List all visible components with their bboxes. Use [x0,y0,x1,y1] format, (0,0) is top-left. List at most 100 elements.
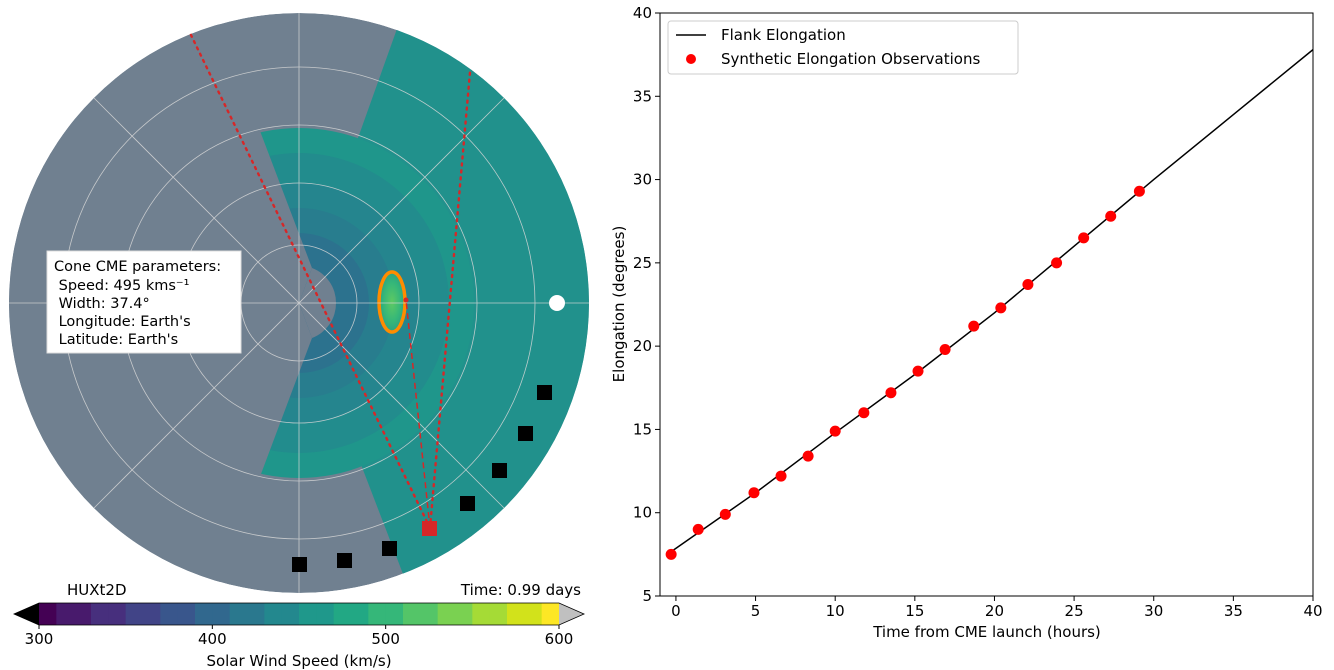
observation-point [1078,232,1090,244]
observation-point [829,425,841,437]
y-tick-label: 15 [633,420,652,438]
polar-plot: Cone CME parameters: Speed: 495 kms⁻¹ Wi… [9,13,589,670]
legend-flank-label: Flank Elongation [721,26,846,44]
y-tick-label: 20 [633,337,652,355]
time-label: Time: 0.99 days [460,581,581,599]
observation-point [912,365,924,377]
y-tick-label: 30 [633,171,652,189]
x-tick-label: 0 [671,602,681,620]
colorbar-ticks: 300 400 500 600 [25,625,574,648]
spacecraft-marker [460,496,475,511]
colorbar-tick-label: 600 [545,630,574,648]
x-tick-label: 30 [1144,602,1163,620]
colorbar-cell [73,603,92,625]
colorbar-cell [385,603,404,625]
y-axis-label: Elongation (degrees) [610,226,628,383]
y-tick-label: 25 [633,254,652,272]
observation-point [775,470,787,482]
colorbar-cell [489,603,508,625]
colorbar-under-triangle [14,603,39,625]
observation-point [995,302,1007,314]
colorbar-cell [56,603,75,625]
observation-point [692,523,704,535]
x-tick-label: 10 [826,602,845,620]
observation-point [885,387,897,399]
colorbar-cell [91,603,109,625]
x-tick-label: 20 [985,602,1004,620]
colorbar-cell [281,603,300,625]
colorbar-tick-label: 500 [371,630,400,648]
observation-point [665,548,677,560]
legend-frame [667,20,1019,75]
y-tick-label: 35 [633,87,652,105]
colorbar-cell [299,603,317,625]
y-axis: 5 10 15 20 25 30 35 40 [633,4,660,605]
colorbar-cell [316,603,335,625]
x-tick-label: 25 [1065,602,1084,620]
y-tick-label: 10 [633,504,652,522]
observation-point [1022,279,1034,291]
info-line-longitude: Longitude: Earth's [54,314,191,330]
legend: Flank Elongation Synthetic Elongation Ob… [667,20,1019,75]
colorbar-cell [420,603,439,625]
tangent-point [403,297,409,303]
colorbar-cell [455,603,473,625]
observation-point [748,487,760,499]
colorbar-cell [212,603,231,625]
legend-observations-label: Synthetic Elongation Observations [721,50,980,68]
colorbar-cell [507,603,525,625]
x-tick-label: 40 [1303,602,1322,620]
spacecraft-marker [492,463,507,478]
colorbar-tick-label: 400 [198,630,227,648]
colorbar-label: Solar Wind Speed (km/s) [206,652,391,670]
colorbar-cell [143,603,161,625]
elongation-line [405,299,431,529]
spacecraft-marker [518,426,533,441]
spacecraft-markers [292,385,552,572]
colorbar-cell [108,603,127,625]
colorbar-cell [333,603,352,625]
colorbar-cell [351,603,369,625]
spacecraft-marker [382,541,397,556]
info-line-speed: Speed: 495 kms⁻¹ [54,278,190,294]
colorbar-cell [125,603,144,625]
colorbar-cell [264,603,283,625]
colorbar-cell [247,603,265,625]
observation-point [1051,257,1063,269]
x-axis: 0 5 10 15 20 25 30 35 40 [671,596,1323,620]
earth-marker [549,295,565,311]
plot-area [659,12,1314,597]
colorbar-cell [39,603,57,625]
observation-point [802,450,814,462]
info-line-latitude: Latitude: Earth's [54,332,178,348]
colorbar-cells [39,603,560,625]
observation-point [719,508,731,520]
model-label: HUXt2D [67,581,127,599]
spacecraft-marker [292,557,307,572]
colorbar-cell [229,603,248,625]
info-line-width: Width: 37.4° [54,296,150,312]
colorbar-cell [437,603,456,625]
colorbar-cell [368,603,387,625]
legend-dot-swatch [686,54,696,64]
elongation-chart: 0 5 10 15 20 25 30 35 40 5 10 15 20 25 30 35 40 Time fr… [610,4,1323,641]
polar-grid [9,13,589,593]
info-line-title: Cone CME parameters: [54,259,221,275]
observation-point [858,407,870,419]
spacecraft-marker [537,385,552,400]
cme-parameters-box: Cone CME parameters: Speed: 495 kms⁻¹ Wi… [46,250,242,354]
colorbar-cell [472,603,491,625]
x-tick-label: 15 [905,602,924,620]
y-tick-label: 5 [642,587,652,605]
observation-point [939,343,951,355]
spacecraft-marker [337,553,352,568]
observation-point [1133,185,1145,197]
y-tick-label: 40 [633,4,652,22]
synthetic-observations [665,185,1145,560]
colorbar-cell [160,603,179,625]
colorbar-cell [403,603,421,625]
x-axis-label: Time from CME launch (hours) [872,623,1101,641]
observation-point [1105,210,1117,222]
colorbar-cell [524,603,543,625]
